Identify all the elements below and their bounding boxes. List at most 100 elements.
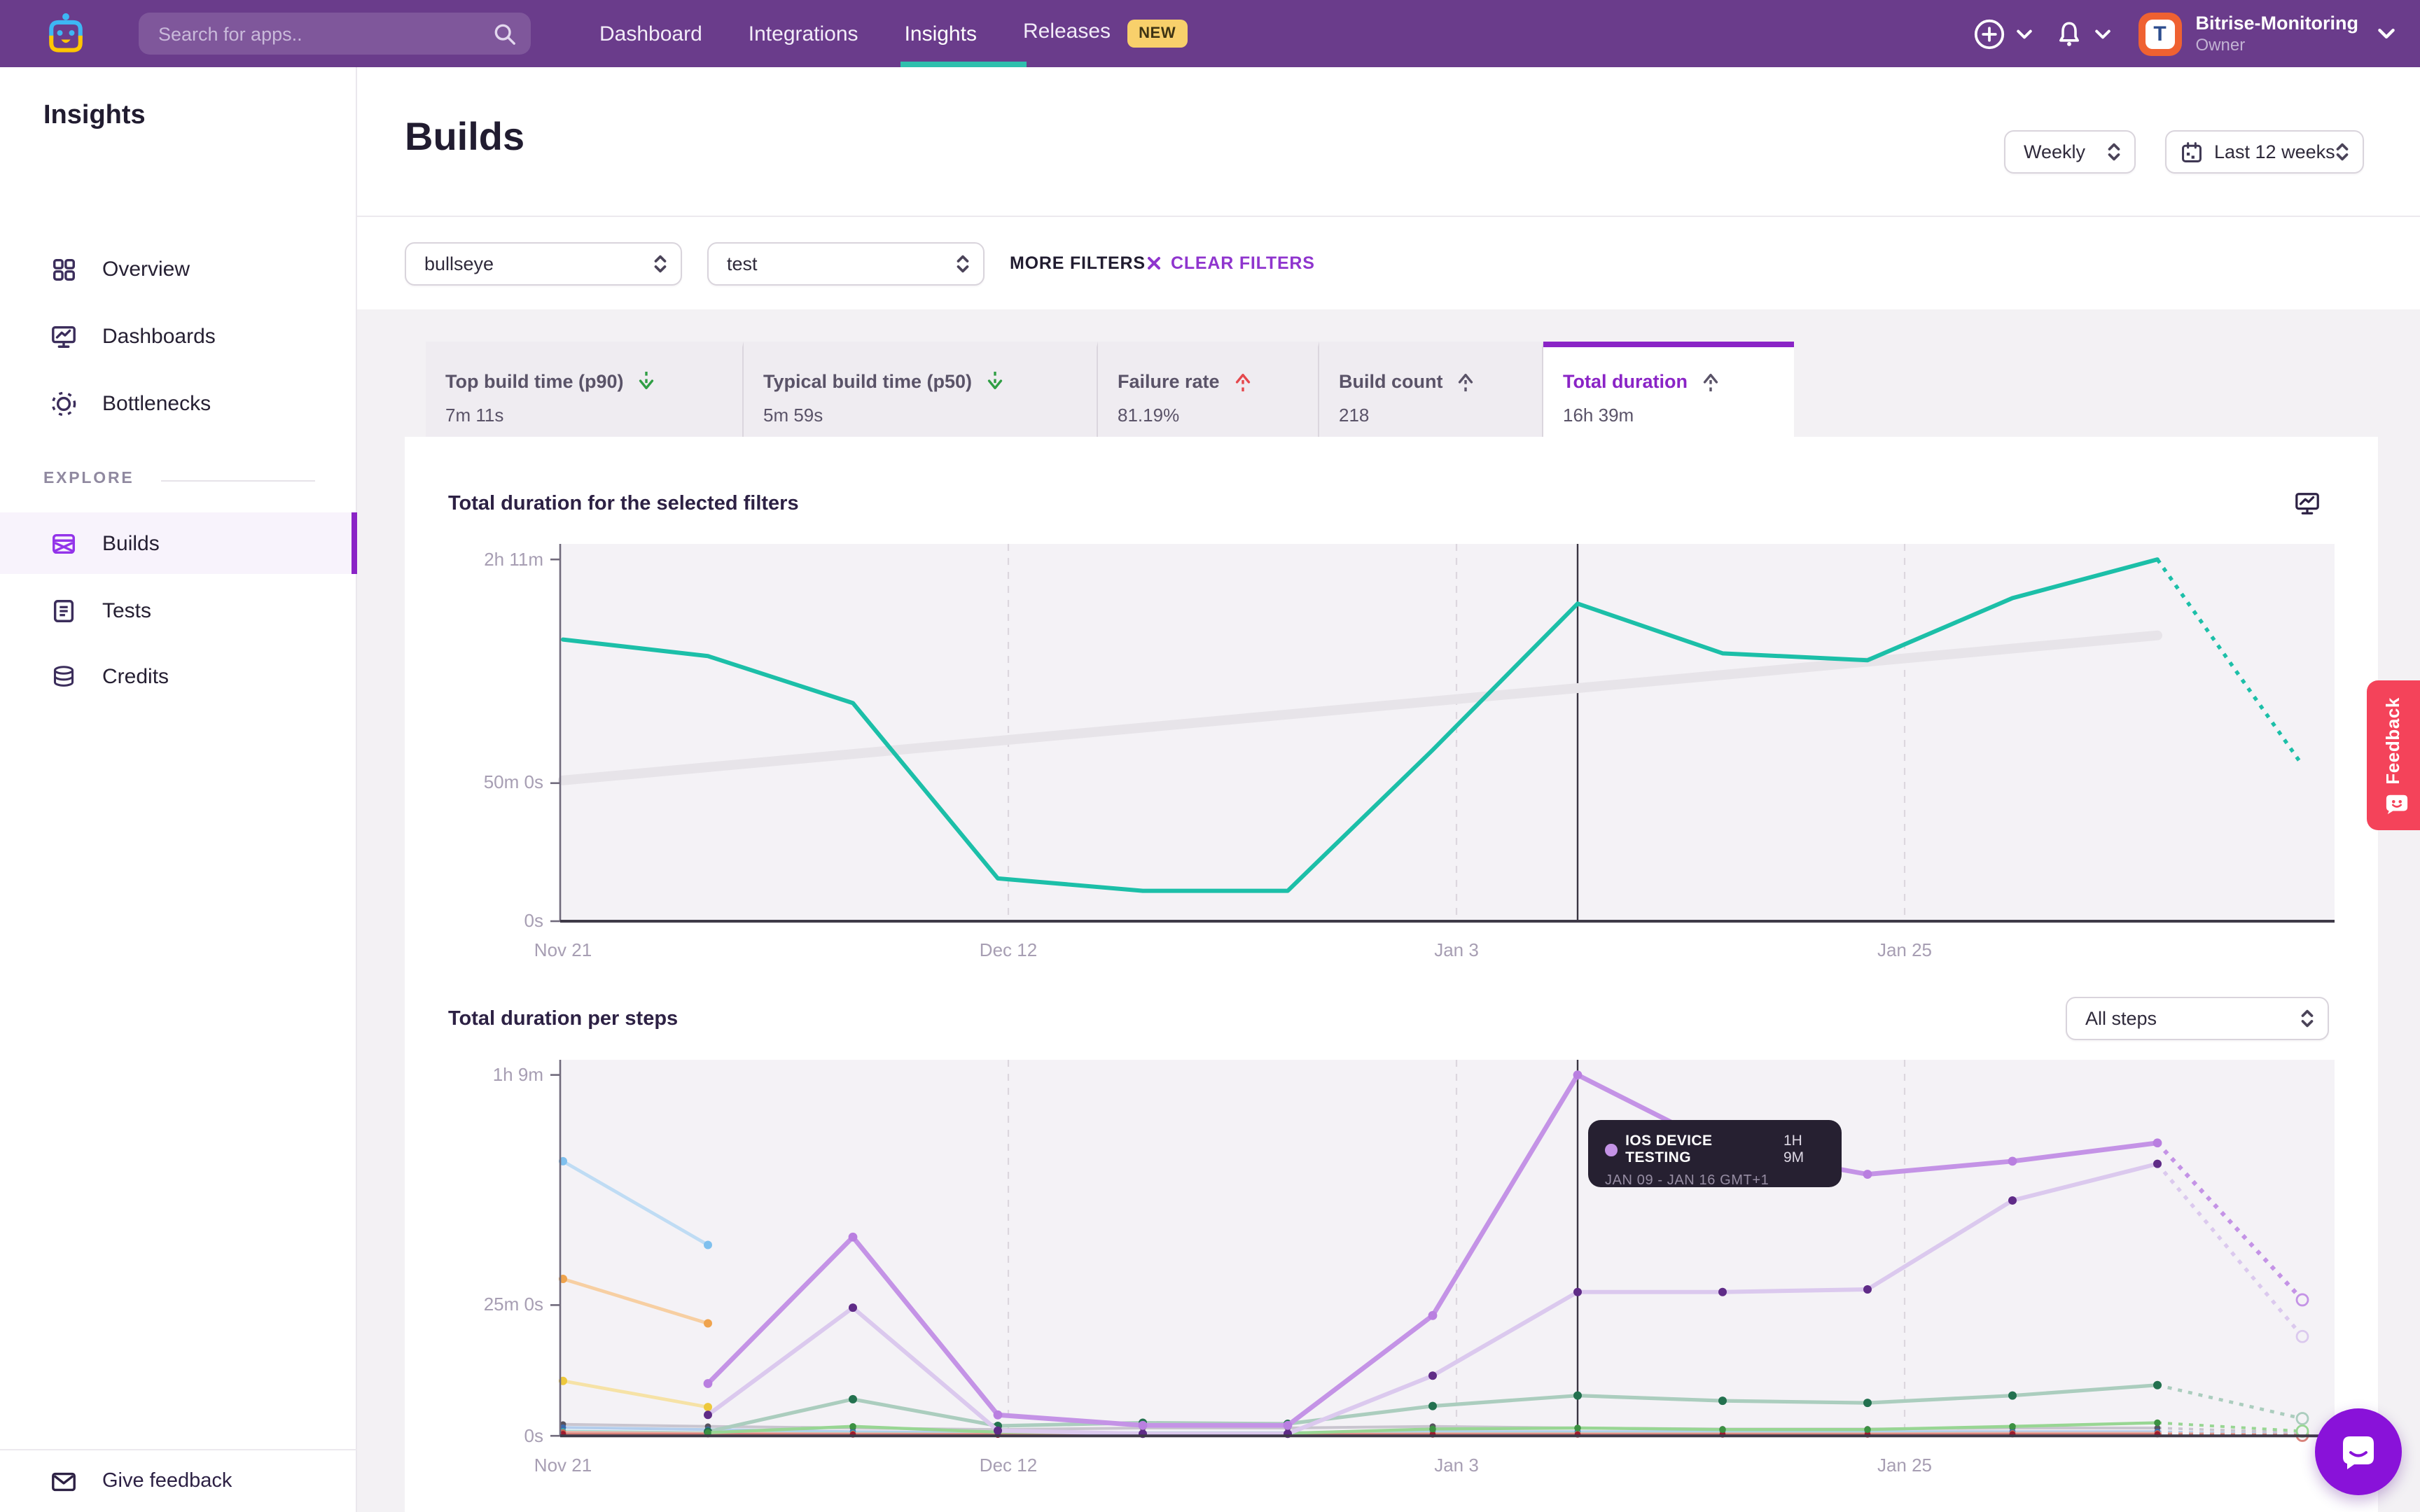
date-range-value: Last 12 weeks — [2214, 141, 2336, 162]
dashboards-monitor-icon — [50, 323, 78, 349]
new-badge: NEW — [1127, 20, 1187, 48]
trend-down-icon — [985, 368, 1006, 395]
data-point — [1574, 1424, 1581, 1432]
sidebar-item-tests[interactable]: Tests — [0, 580, 357, 641]
sidebar-item-dashboards[interactable]: Dashboards — [0, 305, 357, 367]
data-point — [1428, 1371, 1437, 1380]
builds-icon — [50, 530, 78, 556]
data-point — [1719, 1426, 1726, 1433]
tab-typical-build-time[interactable]: Typical build time (p50) 5m 59s — [744, 342, 1098, 437]
data-point — [1863, 1285, 1872, 1294]
data-point — [2009, 1423, 2016, 1430]
workspace-role: Owner — [2196, 35, 2359, 55]
partial-end-marker — [2297, 1413, 2308, 1424]
tab-top-build-time[interactable]: Top build time (p90) 7m 11s — [426, 342, 744, 437]
y-axis-label: 25m 0s — [459, 1294, 543, 1315]
x-axis-label: Jan 25 — [1877, 939, 1932, 960]
data-point — [2008, 1392, 2017, 1400]
trend-up-icon — [1456, 368, 1477, 395]
data-point — [2008, 1196, 2017, 1205]
overview-grid-icon — [50, 255, 78, 282]
data-point — [994, 1427, 1002, 1435]
give-feedback-button[interactable]: Give feedback — [0, 1449, 357, 1512]
account-chevron-icon[interactable] — [2378, 28, 2395, 39]
add-new-chevron-icon[interactable] — [2017, 29, 2032, 38]
nav-item-integrations[interactable]: Integrations — [749, 22, 858, 46]
tooltip-date-range: JAN 09 - JAN 16 GMT+1 — [1605, 1173, 1825, 1189]
nav-item-dashboard[interactable]: Dashboard — [599, 22, 702, 46]
tooltip-series-name: IOS DEVICE TESTING — [1625, 1133, 1775, 1166]
chart1-title: Total duration for the selected filters — [448, 493, 799, 515]
nav-item-insights[interactable]: Insights — [905, 22, 977, 46]
date-range-select[interactable]: Last 12 weeks — [2165, 130, 2364, 174]
metric-tabs: Top build time (p90) 7m 11s Typical buil… — [426, 342, 1794, 437]
workspace-avatar[interactable]: T — [2139, 12, 2182, 55]
tooltip-value: 1H 9M — [1783, 1133, 1825, 1166]
chat-widget-button[interactable] — [2315, 1408, 2402, 1495]
nav-item-releases[interactable]: ReleasesNEW — [1023, 20, 1187, 48]
partial-end-marker — [2297, 1331, 2308, 1342]
page-title: Builds — [405, 115, 524, 160]
metric-value: 218 — [1339, 405, 1542, 426]
steps-filter-select[interactable]: All steps — [2066, 997, 2329, 1040]
add-new-button[interactable] — [1973, 18, 2005, 50]
per-steps-chart[interactable] — [532, 1047, 2353, 1456]
nav-menu: Dashboard Integrations Insights Releases… — [599, 0, 1187, 67]
data-point — [2153, 1160, 2162, 1168]
notifications-chevron-icon[interactable] — [2095, 29, 2110, 38]
clear-filters-button[interactable]: CLEAR FILTERS — [1147, 253, 1315, 273]
data-point — [1428, 1402, 1437, 1410]
data-point — [849, 1423, 856, 1430]
x-axis-label: Jan 25 — [1877, 1454, 1932, 1475]
metric-value: 5m 59s — [763, 405, 1097, 426]
clear-x-icon — [1147, 256, 1161, 270]
data-point — [849, 1395, 857, 1404]
tab-build-count[interactable]: Build count 218 — [1319, 342, 1543, 437]
chat-bubble-icon — [2337, 1431, 2379, 1473]
data-point — [1573, 1070, 1583, 1079]
tab-total-duration-selected[interactable]: Total duration 16h 39m — [1543, 342, 1794, 437]
bitrise-insights-app: Dashboard Integrations Insights Releases… — [0, 0, 2420, 1512]
feedback-side-tab[interactable]: Feedback — [2367, 680, 2420, 830]
chart-monitor-icon[interactable] — [2294, 490, 2321, 524]
more-filters-button[interactable]: MORE FILTERS — [1010, 253, 1146, 273]
select-chevrons-icon — [654, 255, 667, 273]
total-duration-chart[interactable] — [532, 529, 2353, 949]
metric-label: Build count — [1339, 371, 1443, 392]
data-point — [849, 1303, 857, 1312]
sidebar-title: Insights — [43, 101, 146, 132]
nav-right-controls: T Bitrise-Monitoring Owner — [1973, 0, 2420, 67]
data-point — [2154, 1420, 2161, 1427]
data-point — [1573, 1288, 1582, 1296]
bitrise-logo-icon[interactable] — [42, 11, 90, 63]
data-point — [704, 1320, 712, 1328]
tooltip-series-dot — [1605, 1143, 1617, 1156]
data-point — [1284, 1421, 1293, 1430]
select-chevrons-icon — [957, 255, 969, 273]
tab-failure-rate[interactable]: Failure rate 81.19% — [1098, 342, 1319, 437]
x-axis-label: Nov 21 — [534, 1454, 592, 1475]
sidebar-item-label: Dashboards — [102, 324, 216, 348]
chart-tooltip: IOS DEVICE TESTING 1H 9M JAN 09 - JAN 16… — [1588, 1120, 1842, 1187]
account-info[interactable]: Bitrise-Monitoring Owner — [2196, 13, 2359, 55]
sidebar-item-bottlenecks[interactable]: Bottlenecks — [0, 372, 357, 434]
y-axis-label: 0s — [459, 910, 543, 931]
metric-label: Typical build time (p50) — [763, 371, 972, 392]
search-input[interactable] — [139, 13, 531, 55]
metric-label: Total duration — [1563, 371, 1688, 392]
header-divider — [357, 216, 2420, 217]
partial-end-marker — [2297, 1294, 2308, 1306]
sidebar-item-credits[interactable]: Credits — [0, 645, 357, 707]
y-axis-label: 50m 0s — [459, 772, 543, 793]
metric-value: 7m 11s — [445, 405, 742, 426]
data-point — [2153, 1381, 2162, 1390]
period-select-value: Weekly — [2024, 141, 2108, 162]
metric-value: 81.19% — [1118, 405, 1318, 426]
notifications-bell-icon[interactable] — [2054, 19, 2084, 48]
workflow-filter-select[interactable]: test — [707, 242, 985, 286]
period-select[interactable]: Weekly — [2004, 130, 2136, 174]
sidebar-item-builds[interactable]: Builds — [0, 512, 357, 574]
explore-section-label: EXPLORE — [43, 470, 134, 487]
app-filter-select[interactable]: bullseye — [405, 242, 682, 286]
sidebar-item-overview[interactable]: Overview — [0, 238, 357, 300]
